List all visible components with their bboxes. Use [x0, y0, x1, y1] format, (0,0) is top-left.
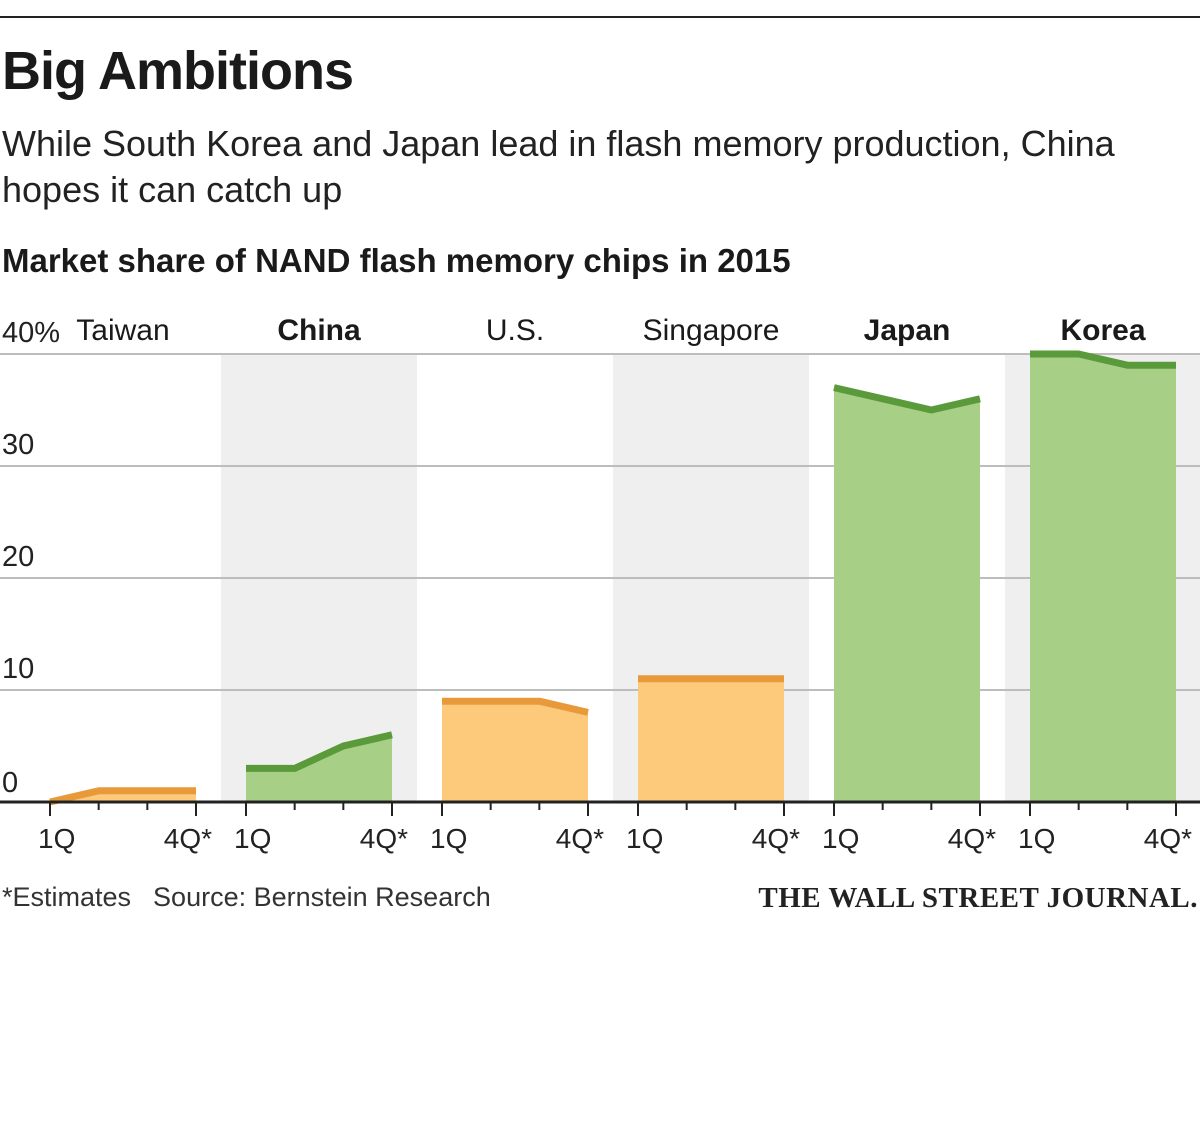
area-singapore	[638, 678, 784, 802]
x-tick-label-taiwan-last: 4Q*	[164, 823, 212, 854]
subtitle: While South Korea and Japan lead in flas…	[2, 123, 1115, 210]
country-label-us: U.S.	[486, 314, 544, 347]
line-us	[442, 697, 589, 716]
x-tick-label-us-first: 1Q	[430, 823, 467, 854]
country-label-china: China	[277, 314, 361, 347]
market-share-chart: 40% 30 20 10 0 Taiwan China U.S. Singapore Japan K…	[0, 314, 1200, 854]
x-tick-label-singapore-last: 4Q*	[752, 823, 800, 854]
footnote: *Estimates Source: Bernstein Research	[2, 882, 491, 913]
y-tick-label-10: 10	[2, 653, 34, 685]
x-tick-label-taiwan-first: 1Q	[38, 823, 75, 854]
area-us	[442, 701, 588, 802]
top-rule	[0, 16, 1200, 18]
x-tick-label-singapore-first: 1Q	[626, 823, 663, 854]
x-tick-label-korea-last: 4Q*	[1144, 823, 1192, 854]
line-taiwan	[49, 787, 196, 806]
line-china	[246, 731, 393, 772]
area-korea	[1030, 354, 1176, 802]
y-tick-label-0: 0	[2, 767, 18, 799]
line-korea	[1030, 350, 1176, 369]
area-china	[246, 734, 392, 802]
x-tick-label-china-first: 1Q	[234, 823, 271, 854]
country-label-singapore: Singapore	[643, 314, 780, 347]
wsj-logo: THE WALL STREET JOURNAL.	[758, 882, 1198, 914]
x-tick-label-japan-first: 1Q	[822, 823, 859, 854]
x-tick-label-korea-first: 1Q	[1018, 823, 1055, 854]
y-tick-label-30: 30	[2, 429, 34, 461]
x-tick-label-japan-last: 4Q*	[948, 823, 996, 854]
country-label-korea: Korea	[1060, 314, 1145, 347]
y-tick-label-40: 40%	[2, 317, 60, 349]
y-tick-label-20: 20	[2, 541, 34, 573]
x-tick-label-us-last: 4Q*	[556, 823, 604, 854]
source-note: Source: Bernstein Research	[153, 882, 491, 912]
area-japan	[834, 387, 980, 802]
headline: Big Ambitions	[2, 41, 354, 101]
chart-title: Market share of NAND flash memory chips …	[2, 242, 791, 279]
x-tick-label-china-last: 4Q*	[360, 823, 408, 854]
country-label-japan: Japan	[864, 314, 951, 347]
country-label-taiwan: Taiwan	[76, 314, 169, 347]
estimates-note: *Estimates	[2, 882, 132, 912]
line-japan	[833, 384, 981, 414]
